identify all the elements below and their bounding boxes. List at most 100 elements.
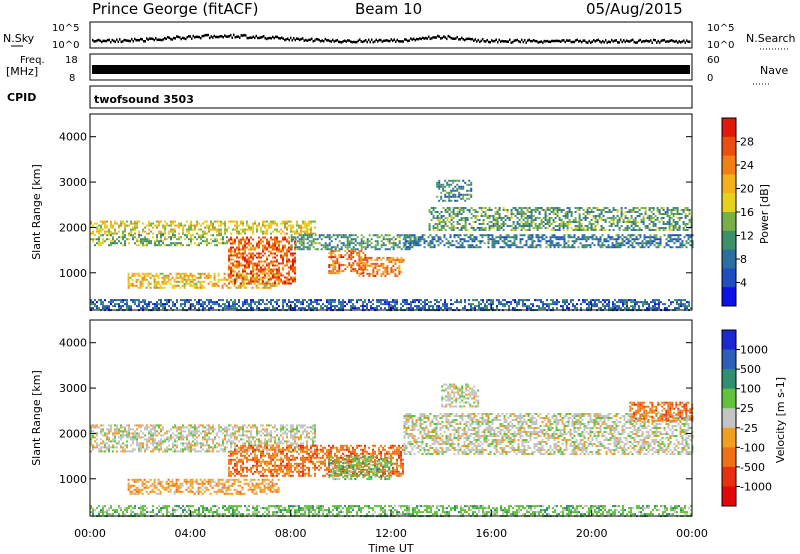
y-tick-label: 2000 <box>59 427 87 440</box>
nsky-point <box>596 39 598 42</box>
nsky-point <box>302 37 304 40</box>
nave-tick-top: 60 <box>707 55 720 66</box>
nsky-point <box>475 38 477 41</box>
nsky-point <box>665 41 667 44</box>
nsky-point <box>530 40 532 43</box>
nsky-point <box>143 40 145 43</box>
nsky-point <box>154 39 156 42</box>
nsky-point <box>368 39 370 42</box>
nsky-point <box>232 37 234 40</box>
colorbar-tick-label: 100 <box>740 383 761 396</box>
nsky-point <box>458 38 460 41</box>
nsky-point <box>230 34 232 37</box>
nsky-point <box>589 40 591 43</box>
nsky-point <box>563 39 565 42</box>
nsky-point <box>655 39 657 42</box>
colorbar-segment <box>722 428 736 448</box>
colorbar-tick-label: 24 <box>740 159 754 172</box>
nsky-point <box>481 40 483 43</box>
nsky-point <box>514 39 516 42</box>
y-tick-label: 2000 <box>59 221 87 234</box>
nsky-tick-top: 10^5 <box>52 23 79 34</box>
nsky-point <box>418 38 420 41</box>
x-tick-label: 00:00 <box>676 527 708 540</box>
nsky-point <box>121 41 123 44</box>
freq-trace <box>92 65 690 74</box>
nsky-point <box>242 34 244 37</box>
nsky-point <box>461 37 463 40</box>
colorbar-tick-label: 500 <box>740 363 761 376</box>
nsky-point <box>130 40 132 43</box>
colorbar-tick-label: -1000 <box>740 480 772 493</box>
nsky-point <box>421 38 423 41</box>
nsky-point <box>476 40 478 43</box>
nsky-point <box>547 40 549 43</box>
colorbar-tick-label: -100 <box>740 441 765 454</box>
nsky-point <box>371 39 373 42</box>
nsky-point <box>280 37 282 40</box>
nsky-point <box>391 38 393 41</box>
nsky-point <box>484 40 486 43</box>
nsky-point <box>355 41 357 44</box>
nsky-point <box>166 38 168 41</box>
y-tick-label: 3000 <box>59 382 87 395</box>
colorbar-segment <box>722 330 736 350</box>
power-band-8 <box>429 207 693 231</box>
colorbar-tick-label: 8 <box>740 253 747 266</box>
nsky-point <box>508 41 510 44</box>
nsky-point <box>217 36 219 39</box>
nsky-point <box>583 39 585 42</box>
colorbar-tick-label: 12 <box>740 230 754 243</box>
nsky-point <box>661 40 663 43</box>
nsky-point <box>119 38 121 41</box>
nsky-point <box>212 36 214 39</box>
nsky-point <box>317 38 319 41</box>
y-tick-label: 3000 <box>59 176 87 189</box>
nsky-point <box>361 40 363 43</box>
nsky-point <box>517 39 519 42</box>
nsky-point <box>298 38 300 41</box>
nsky-point <box>496 39 498 42</box>
nsky-point <box>584 39 586 42</box>
nsky-point <box>689 41 691 44</box>
nsky-point <box>377 40 379 43</box>
nsky-point <box>577 39 579 42</box>
nsky-point <box>176 35 178 38</box>
nsky-point <box>293 37 295 40</box>
x-tick-label: 12:00 <box>375 527 407 540</box>
nsky-point <box>662 39 664 42</box>
nsky-point <box>191 37 193 40</box>
nsky-point <box>440 37 442 40</box>
nsky-point <box>307 40 309 43</box>
nsky-point <box>278 37 280 40</box>
nsky-point <box>221 35 223 38</box>
nsky-point <box>502 40 504 43</box>
nsky-point <box>628 40 630 43</box>
nsky-point <box>133 40 135 43</box>
nsky-point <box>571 41 573 44</box>
nsky-point <box>494 40 496 43</box>
nsky-point <box>412 38 414 41</box>
nsky-point <box>515 39 517 42</box>
nsky-point <box>526 41 528 44</box>
nsky-point <box>389 40 391 43</box>
date-title: 05/Aug/2015 <box>586 0 683 18</box>
nsky-point <box>323 40 325 43</box>
velocity-band-1 <box>128 479 280 495</box>
colorbar-segment <box>722 250 736 269</box>
nsky-point <box>164 37 166 40</box>
nsky-point <box>623 39 625 42</box>
nsky-point <box>593 39 595 42</box>
nsky-point <box>131 38 133 41</box>
nsky-point <box>670 40 672 43</box>
nsky-point <box>541 40 543 43</box>
nsky-point <box>506 40 508 43</box>
nsky-point <box>194 36 196 39</box>
nsky-point <box>329 40 331 43</box>
nsky-point <box>238 35 240 38</box>
nsky-point <box>101 41 103 44</box>
colorbar-tick-label: 20 <box>740 183 754 196</box>
nsky-point <box>410 37 412 40</box>
nsky-point <box>202 35 204 38</box>
nsky-point <box>388 40 390 43</box>
